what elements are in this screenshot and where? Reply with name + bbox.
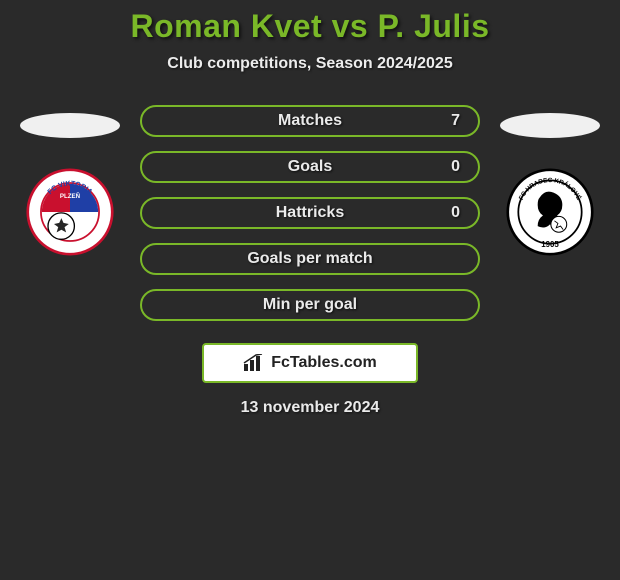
stat-label: Matches [278,112,342,130]
right-player-photo-placeholder [500,113,600,138]
stat-value-right: 0 [451,158,460,176]
viktoria-plzen-crest-icon: FC VIKTORIA PLZEŇ [26,168,114,256]
date-line: 13 november 2024 [0,399,620,417]
right-team-crest: FC HRADEC KRÁLOVÉ 1905 [506,168,594,256]
stat-value-right: 0 [451,204,460,222]
stat-label: Hattricks [276,204,344,222]
svg-text:PLZEŇ: PLZEŇ [60,192,81,200]
brand-badge[interactable]: FcTables.com [202,343,418,383]
main-row: FC VIKTORIA PLZEŇ Matches 7 Goals 0 Hatt… [0,105,620,321]
stat-row-goals: Goals 0 [140,151,480,183]
brand-text: FcTables.com [271,354,377,372]
right-player-col: FC HRADEC KRÁLOVÉ 1905 [490,105,610,256]
stat-row-hattricks: Hattricks 0 [140,197,480,229]
comparison-card: Roman Kvet vs P. Julis Club competitions… [0,0,620,417]
stat-row-goals-per-match: Goals per match [140,243,480,275]
stat-row-matches: Matches 7 [140,105,480,137]
stat-value-right: 7 [451,112,460,130]
svg-text:1905: 1905 [541,240,559,249]
stats-column: Matches 7 Goals 0 Hattricks 0 Goals per … [140,105,480,321]
page-subtitle: Club competitions, Season 2024/2025 [0,55,620,73]
page-title: Roman Kvet vs P. Julis [0,8,620,45]
stat-label: Goals [288,158,332,176]
bar-chart-icon [243,354,265,372]
stat-label: Min per goal [263,296,357,314]
stat-label: Goals per match [247,250,372,268]
left-player-col: FC VIKTORIA PLZEŇ [10,105,130,256]
hradec-kralove-crest-icon: FC HRADEC KRÁLOVÉ 1905 [506,168,594,256]
stat-row-min-per-goal: Min per goal [140,289,480,321]
left-team-crest: FC VIKTORIA PLZEŇ [26,168,114,256]
left-player-photo-placeholder [20,113,120,138]
